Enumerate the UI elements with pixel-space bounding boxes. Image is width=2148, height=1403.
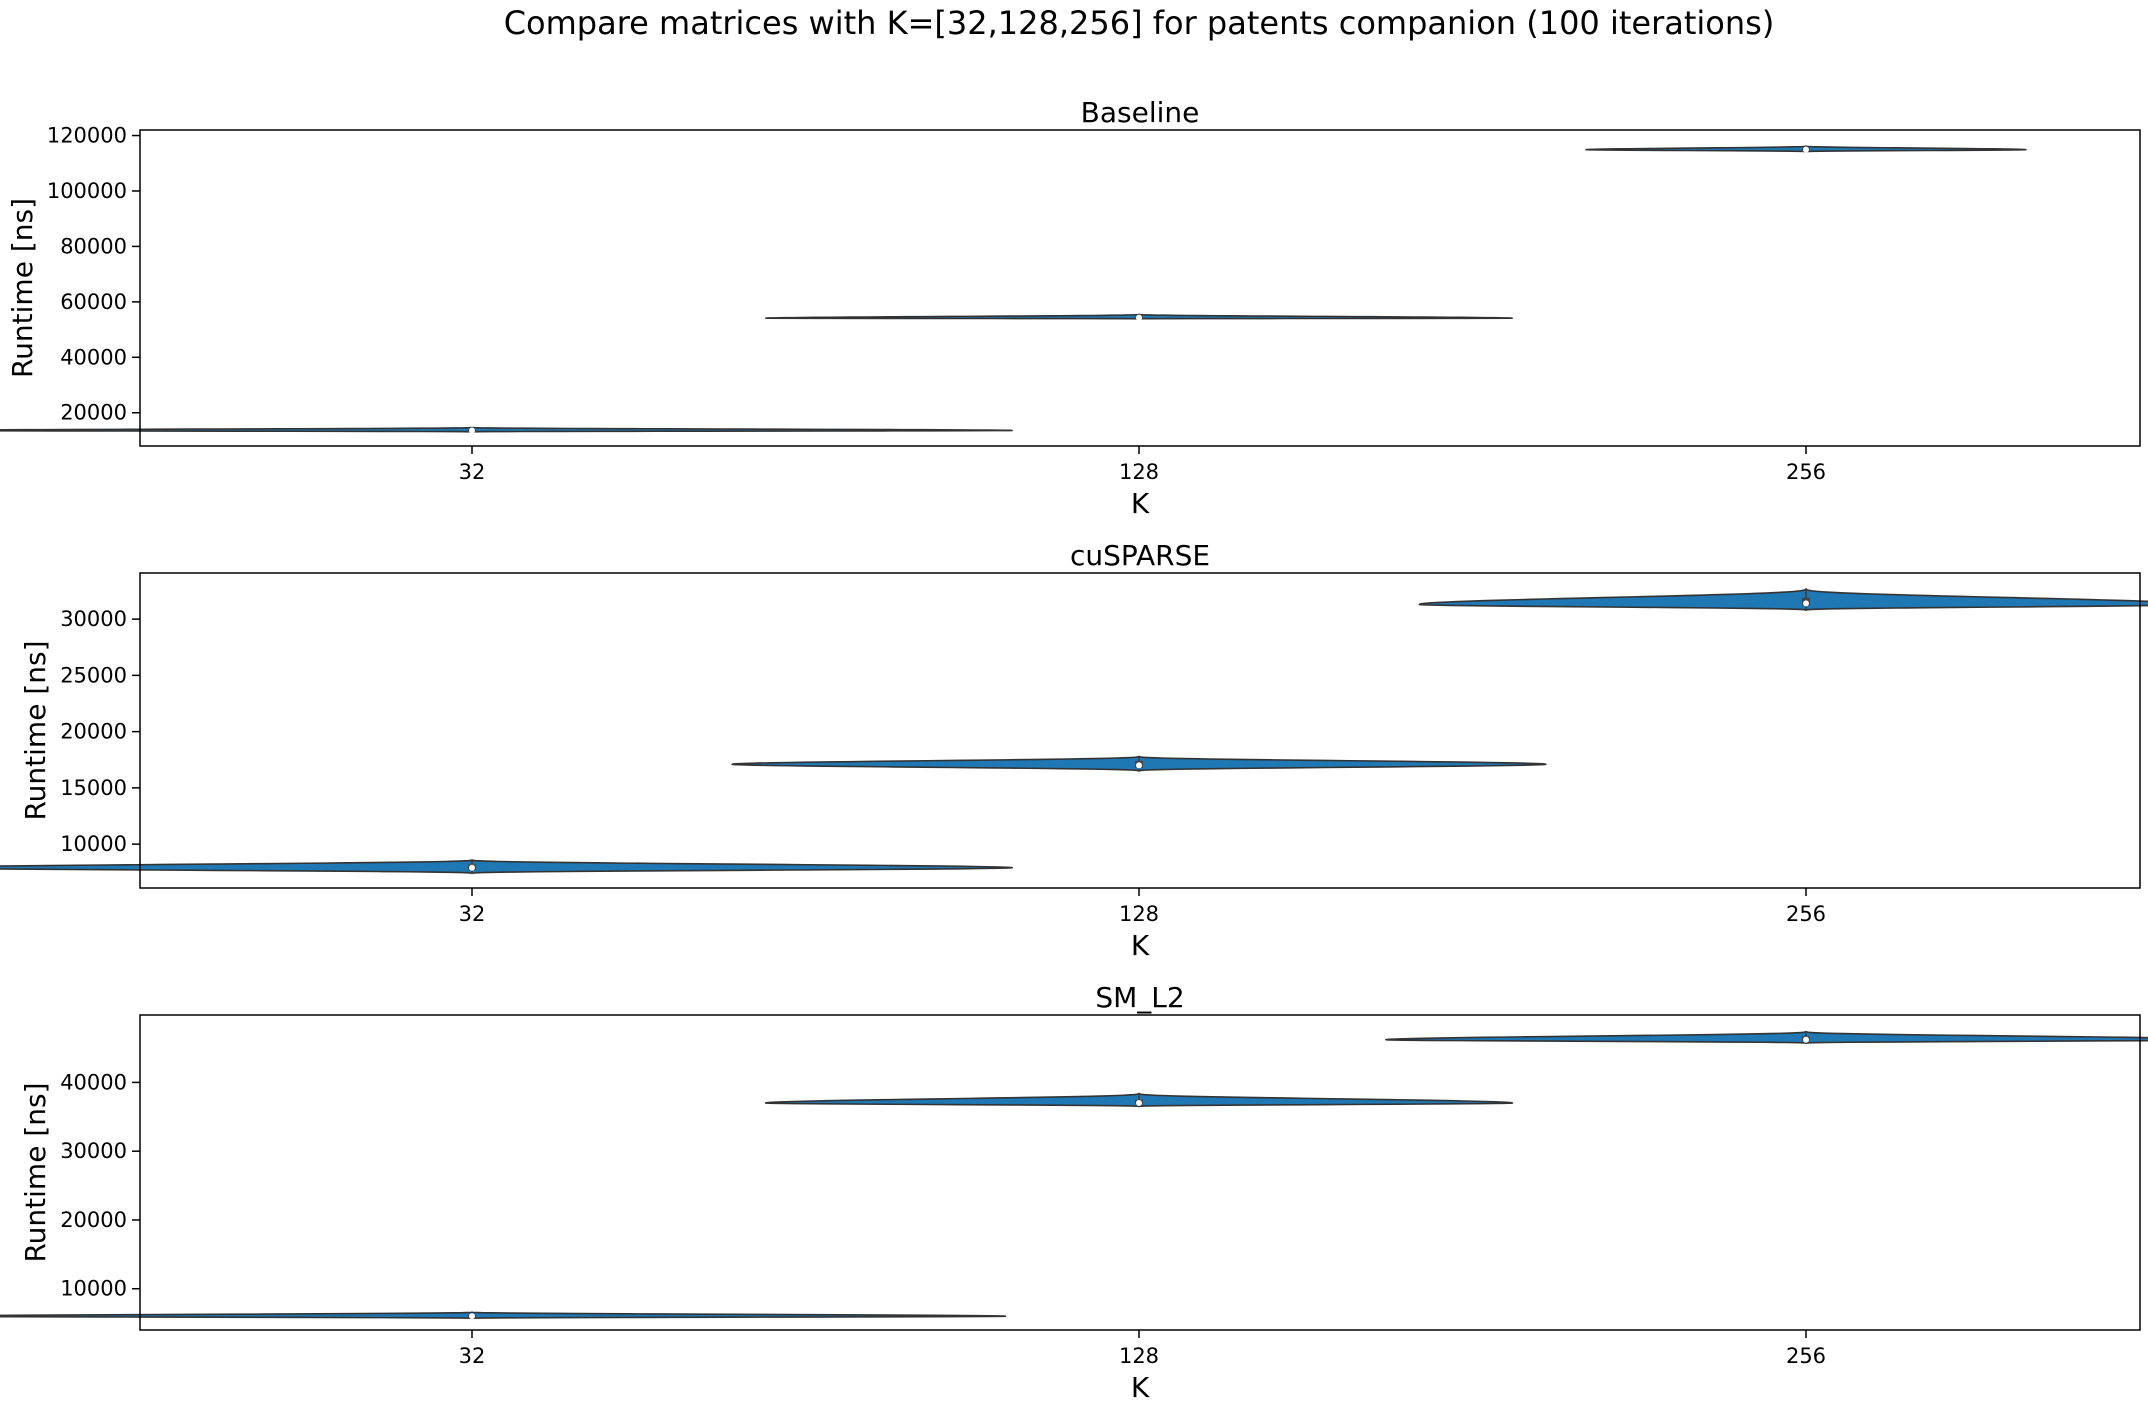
y-tick-label: 100000 <box>47 179 127 203</box>
violin-32 <box>0 860 1012 874</box>
y-tick-label: 20000 <box>60 401 127 425</box>
violin-body <box>0 427 1012 431</box>
violin-body <box>1419 589 2148 610</box>
y-tick-label: 30000 <box>60 607 127 631</box>
y-tick-label: 80000 <box>60 234 127 258</box>
violin-128 <box>766 1093 1513 1106</box>
violin-median <box>469 1313 475 1319</box>
violin-median <box>469 427 475 433</box>
violin-256 <box>1386 1032 2148 1044</box>
x-axis-label: K <box>1131 929 1150 962</box>
violin-body <box>0 860 1012 874</box>
subplot-1: Baseline 20000 40000 60000 80000 100000 120000… <box>0 96 2140 520</box>
subplot-2: cuSPARSE 10000 15000 20000 25000 30000 32 128 25… <box>0 539 2148 962</box>
violin-256 <box>1586 146 2026 153</box>
y-tick-label: 40000 <box>60 1070 127 1094</box>
x-axis-label: K <box>1131 1371 1150 1403</box>
figure-suptitle: Compare matrices with K=[32,128,256] for… <box>504 4 1775 42</box>
x-tick-label: 32 <box>459 1344 486 1368</box>
violin-body <box>1386 1032 2148 1044</box>
subplot-title: SM_L2 <box>1095 981 1184 1014</box>
x-axis-label: K <box>1131 487 1150 520</box>
x-tick-label: 256 <box>1786 902 1826 926</box>
x-tick-label: 32 <box>459 460 486 484</box>
y-axis-label: Runtime [ns] <box>19 1082 52 1262</box>
x-tick-label: 128 <box>1119 902 1159 926</box>
y-tick-label: 40000 <box>60 345 127 369</box>
y-tick-label: 25000 <box>60 663 127 687</box>
violin-median <box>1803 1037 1809 1043</box>
axes-frame <box>140 573 2140 888</box>
y-tick-label: 30000 <box>60 1139 127 1163</box>
y-tick-label: 15000 <box>60 776 127 800</box>
y-tick-label: 20000 <box>60 1208 127 1232</box>
subplot-title: cuSPARSE <box>1070 539 1210 572</box>
axes-frame <box>140 130 2140 446</box>
violin-body <box>0 1312 1005 1318</box>
subplot-3: SM_L2 10000 20000 30000 40000 32 128 256 K Runtim… <box>0 981 2148 1403</box>
x-tick-label: 32 <box>459 902 486 926</box>
y-axis-label: Runtime [ns] <box>6 198 39 378</box>
violin-median <box>1136 762 1142 768</box>
y-tick-label: 120000 <box>47 124 127 148</box>
x-tick-label: 128 <box>1119 460 1159 484</box>
violin-256 <box>1419 589 2148 610</box>
violin-median <box>1136 1100 1142 1106</box>
violin-128 <box>766 314 1512 320</box>
x-tick-label: 256 <box>1786 460 1826 484</box>
y-tick-label: 10000 <box>60 832 127 856</box>
subplots-container: Baseline 20000 40000 60000 80000 100000 120000… <box>0 96 2148 1403</box>
violin-32 <box>0 1312 1005 1319</box>
x-tick-label: 256 <box>1786 1344 1826 1368</box>
violin-median <box>1803 147 1809 153</box>
violin-median <box>1136 315 1142 321</box>
violin-median <box>469 865 475 871</box>
y-tick-label: 20000 <box>60 720 127 744</box>
y-axis-label: Runtime [ns] <box>19 640 52 820</box>
x-tick-label: 128 <box>1119 1344 1159 1368</box>
y-tick-label: 10000 <box>60 1277 127 1301</box>
violin-32 <box>0 427 1012 433</box>
axes-frame <box>140 1015 2140 1330</box>
y-tick-label: 60000 <box>60 290 127 314</box>
subplot-title: Baseline <box>1081 96 1200 129</box>
violin-median <box>1803 600 1809 606</box>
violin-128 <box>732 756 1546 771</box>
